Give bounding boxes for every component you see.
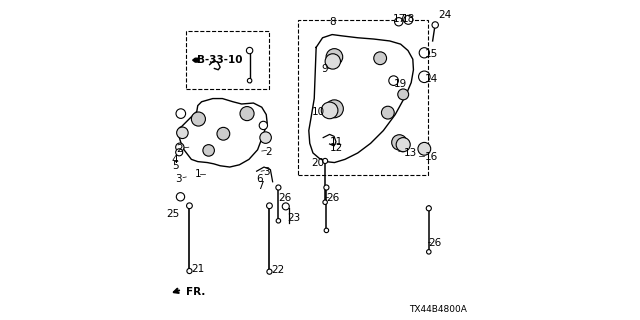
Text: 23: 23 bbox=[287, 213, 301, 223]
Text: 7: 7 bbox=[257, 180, 263, 191]
Text: 13: 13 bbox=[404, 148, 417, 158]
Circle shape bbox=[246, 47, 253, 54]
Circle shape bbox=[260, 132, 271, 143]
Circle shape bbox=[325, 54, 340, 69]
Circle shape bbox=[175, 149, 183, 156]
Text: 10: 10 bbox=[312, 107, 325, 117]
Text: 14: 14 bbox=[425, 74, 438, 84]
Circle shape bbox=[282, 203, 289, 210]
Text: 1: 1 bbox=[195, 169, 201, 180]
Circle shape bbox=[276, 219, 280, 223]
Text: 19: 19 bbox=[394, 79, 408, 89]
Circle shape bbox=[404, 15, 413, 24]
Circle shape bbox=[324, 228, 329, 233]
Circle shape bbox=[177, 127, 188, 139]
Circle shape bbox=[176, 109, 186, 118]
Text: 26: 26 bbox=[326, 193, 340, 203]
Text: 12: 12 bbox=[330, 143, 343, 153]
Circle shape bbox=[248, 78, 252, 83]
Text: FR.: FR. bbox=[186, 287, 205, 297]
Circle shape bbox=[217, 127, 230, 140]
Text: 18: 18 bbox=[401, 13, 415, 24]
Circle shape bbox=[398, 89, 409, 100]
Circle shape bbox=[374, 52, 387, 65]
Text: 5: 5 bbox=[172, 161, 179, 172]
Circle shape bbox=[323, 158, 328, 164]
Circle shape bbox=[267, 203, 273, 209]
Circle shape bbox=[418, 142, 431, 155]
Text: B-33-10: B-33-10 bbox=[197, 55, 243, 65]
Text: TX44B4800A: TX44B4800A bbox=[410, 305, 467, 314]
Bar bbox=[186, 31, 269, 89]
Text: 8: 8 bbox=[329, 17, 335, 27]
Text: 26: 26 bbox=[278, 193, 291, 203]
Text: 11: 11 bbox=[330, 137, 343, 148]
Circle shape bbox=[419, 71, 430, 83]
Text: 3: 3 bbox=[175, 173, 182, 184]
Text: 6: 6 bbox=[257, 174, 263, 184]
Circle shape bbox=[419, 48, 429, 58]
Circle shape bbox=[240, 107, 254, 121]
Circle shape bbox=[396, 138, 410, 152]
Text: 22: 22 bbox=[271, 265, 285, 276]
Circle shape bbox=[432, 22, 438, 28]
Text: 24: 24 bbox=[438, 10, 451, 20]
Circle shape bbox=[187, 203, 192, 209]
Circle shape bbox=[175, 143, 184, 151]
Polygon shape bbox=[193, 58, 198, 62]
Text: 16: 16 bbox=[425, 152, 438, 162]
Circle shape bbox=[321, 102, 338, 119]
Circle shape bbox=[191, 112, 205, 126]
Text: 4: 4 bbox=[172, 155, 179, 165]
Circle shape bbox=[267, 269, 272, 274]
Text: 2: 2 bbox=[177, 144, 183, 154]
Circle shape bbox=[392, 135, 407, 150]
Text: 15: 15 bbox=[425, 49, 438, 59]
Circle shape bbox=[176, 193, 184, 201]
Circle shape bbox=[394, 18, 403, 26]
Circle shape bbox=[381, 106, 394, 119]
Text: 9: 9 bbox=[321, 64, 328, 74]
Text: 2: 2 bbox=[266, 147, 272, 157]
Circle shape bbox=[426, 250, 431, 254]
Circle shape bbox=[323, 200, 328, 204]
Circle shape bbox=[187, 268, 192, 274]
Text: 26: 26 bbox=[428, 237, 442, 248]
Circle shape bbox=[388, 76, 398, 85]
Text: 3: 3 bbox=[263, 167, 269, 177]
Text: 20: 20 bbox=[312, 157, 325, 168]
Circle shape bbox=[426, 206, 431, 211]
Circle shape bbox=[259, 121, 268, 130]
Circle shape bbox=[276, 185, 281, 190]
Circle shape bbox=[203, 145, 214, 156]
Text: 25: 25 bbox=[166, 209, 180, 219]
Circle shape bbox=[326, 100, 343, 118]
Circle shape bbox=[326, 49, 343, 65]
Bar bbox=[298, 20, 428, 175]
Text: 17: 17 bbox=[393, 13, 406, 24]
Circle shape bbox=[324, 185, 329, 190]
Text: 21: 21 bbox=[191, 264, 205, 275]
